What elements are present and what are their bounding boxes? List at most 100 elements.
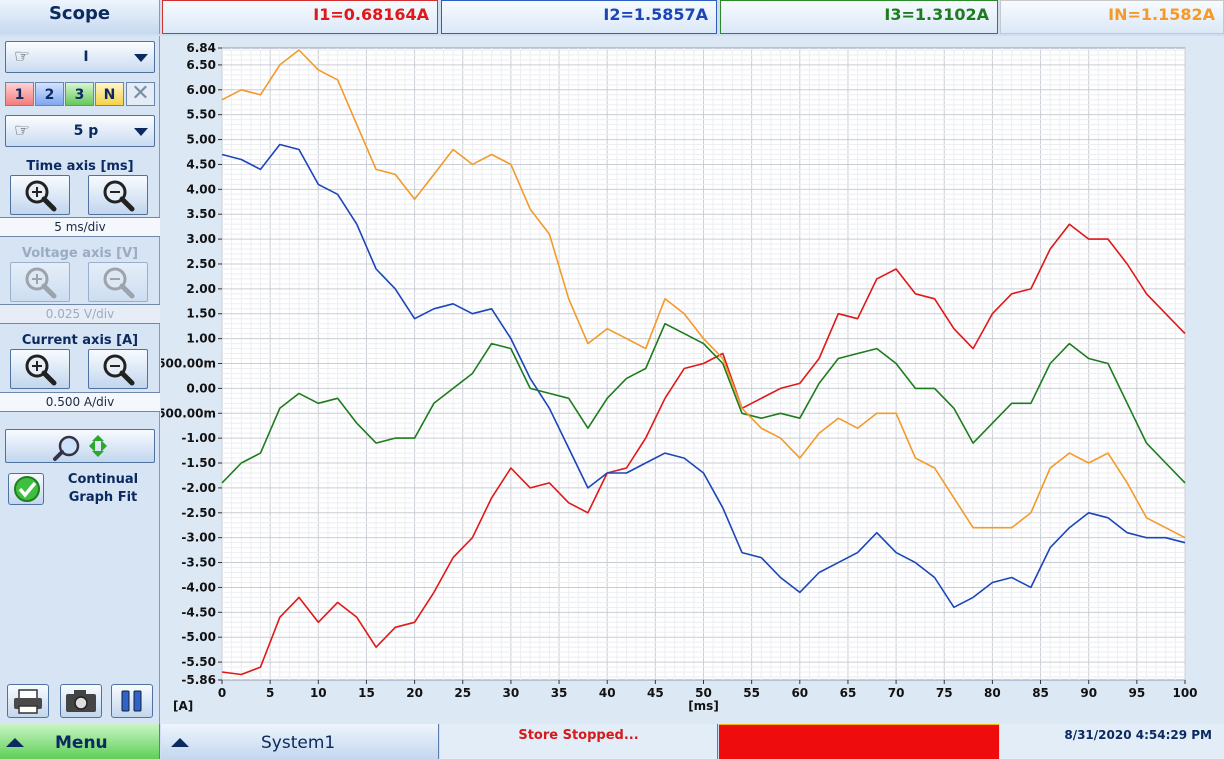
meter-i1: I1=0.68164A: [162, 0, 438, 34]
zoom-out-icon: [103, 354, 135, 386]
y-tick-label: -1.50: [181, 456, 216, 470]
chevron-up-icon: [6, 738, 24, 747]
x-tick-label: 60: [791, 686, 808, 700]
x-tick-label: 50: [695, 686, 712, 700]
x-tick-label: 85: [1032, 686, 1049, 700]
pause-icon: [121, 690, 142, 712]
y-tick-label: 6.50: [186, 58, 216, 72]
y-tick-label: 0.00: [186, 381, 216, 395]
y-tick-label: 500.00m: [161, 357, 216, 371]
x-tick-label: 40: [599, 686, 616, 700]
zoom-in-icon: [25, 267, 57, 299]
continual-fit-label: Continual Graph Fit: [67, 472, 139, 505]
continual-fit-checkbox[interactable]: [8, 473, 44, 505]
printer-icon: [14, 689, 42, 714]
zoom-in-icon: [25, 180, 57, 212]
x-tick-label: 30: [503, 686, 520, 700]
y-tick-label: -2.50: [181, 506, 216, 520]
y-tick-label: 1.00: [186, 332, 216, 346]
y-axis-label: [A]: [173, 699, 193, 713]
zoom-out-icon: [103, 267, 135, 299]
y-tick-label: -5.86: [181, 673, 216, 687]
print-button[interactable]: [7, 684, 49, 718]
voltage-zoom-in-button[interactable]: [10, 262, 70, 302]
control-panel: ☞ I 1 2 3 N ✕ ☞ 5 p Time axis [ms] 5 ms/…: [0, 36, 160, 724]
period-select-value: 5 p: [73, 123, 99, 139]
meter-i2: I2=1.5857A: [441, 0, 717, 34]
menu-label: Menu: [55, 733, 108, 753]
close-icon[interactable]: ✕: [126, 82, 155, 106]
hand-pointer-icon: ☞: [14, 120, 31, 141]
time-axis-readout: 5 ms/div: [0, 217, 160, 237]
y-tick-label: 2.00: [186, 282, 216, 296]
y-tick-label: 6.00: [186, 83, 216, 97]
phase-2-toggle[interactable]: 2: [35, 82, 64, 106]
period-select[interactable]: ☞ 5 p: [5, 115, 155, 147]
x-tick-label: 20: [406, 686, 423, 700]
scope-chart-area[interactable]: 6.84 6.50 6.00 5.50 5.00 4.50 4.00 3.50 3.00 2.50…: [161, 36, 1224, 724]
status-message: Store Stopped...: [440, 724, 718, 759]
x-tick-label: 95: [1128, 686, 1145, 700]
y-tick-label: -3.50: [181, 556, 216, 570]
system-label: System1: [261, 733, 336, 753]
y-tick-label: 500.00m: [161, 406, 216, 420]
x-tick-label: 55: [743, 686, 760, 700]
x-tick-label: 35: [551, 686, 568, 700]
y-tick-label: 4.50: [186, 157, 216, 171]
x-tick-label: 90: [1080, 686, 1097, 700]
system-button[interactable]: System1: [161, 724, 439, 759]
y-tick-label: -2.00: [181, 481, 216, 495]
page-title: Scope: [0, 0, 160, 34]
y-tick-label: 3.00: [186, 232, 216, 246]
pause-button[interactable]: [111, 684, 153, 718]
x-tick-label: 45: [647, 686, 664, 700]
y-tick-label: 2.50: [186, 257, 216, 271]
current-axis-label: Current axis [A]: [21, 333, 139, 348]
camera-icon: [66, 690, 96, 712]
y-tick-label: -5.00: [181, 630, 216, 644]
screenshot-button[interactable]: [60, 684, 102, 718]
x-tick-label: 70: [888, 686, 905, 700]
y-tick-label: 5.50: [186, 108, 216, 122]
scope-chart[interactable]: 6.84 6.50 6.00 5.50 5.00 4.50 4.00 3.50 3.00 2.50…: [161, 36, 1224, 724]
x-tick-label: 15: [358, 686, 375, 700]
time-axis-label: Time axis [ms]: [26, 159, 134, 174]
series-in: [221, 49, 1186, 539]
x-tick-label: 65: [840, 686, 857, 700]
phase-n-toggle[interactable]: N: [95, 82, 124, 106]
current-zoom-out-button[interactable]: [88, 349, 148, 389]
x-tick-label: 25: [454, 686, 471, 700]
y-tick-label: 4.00: [186, 182, 216, 196]
time-zoom-out-button[interactable]: [88, 175, 148, 215]
series-i2: [221, 143, 1186, 609]
auto-fit-icon: [53, 435, 107, 461]
status-bar: Menu System1 Store Stopped... 8/31/2020 …: [0, 724, 1224, 759]
signal-select[interactable]: ☞ I: [5, 41, 155, 73]
zoom-out-icon: [103, 180, 135, 212]
x-tick-label: 100: [1172, 686, 1197, 700]
chevron-up-icon: [171, 738, 189, 747]
auto-fit-button[interactable]: [5, 429, 155, 463]
y-tick-label: 5.00: [186, 133, 216, 147]
time-zoom-in-button[interactable]: [10, 175, 70, 215]
current-zoom-in-button[interactable]: [10, 349, 70, 389]
phase-1-toggle[interactable]: 1: [5, 82, 34, 106]
x-tick-label: 0: [218, 686, 226, 700]
zoom-in-icon: [25, 354, 57, 386]
y-tick-label: 1.50: [186, 307, 216, 321]
x-tick-label: 5: [266, 686, 274, 700]
voltage-zoom-out-button[interactable]: [88, 262, 148, 302]
menu-button[interactable]: Menu: [0, 724, 160, 759]
y-tick-label: -4.50: [181, 605, 216, 619]
y-tick-label: -3.00: [181, 531, 216, 545]
current-axis-readout: 0.500 A/div: [0, 392, 160, 412]
y-tick-label: 3.50: [186, 207, 216, 221]
phase-selector: 1 2 3 N ✕: [5, 82, 155, 106]
signal-select-value: I: [83, 49, 89, 65]
voltage-axis-label: Voltage axis [V]: [21, 246, 139, 261]
phase-3-toggle[interactable]: 3: [65, 82, 94, 106]
chevron-down-icon: [134, 54, 148, 62]
x-tick-label: 80: [984, 686, 1001, 700]
x-tick-label: 10: [310, 686, 327, 700]
datetime: 8/31/2020 4:54:29 PM: [1000, 724, 1224, 759]
